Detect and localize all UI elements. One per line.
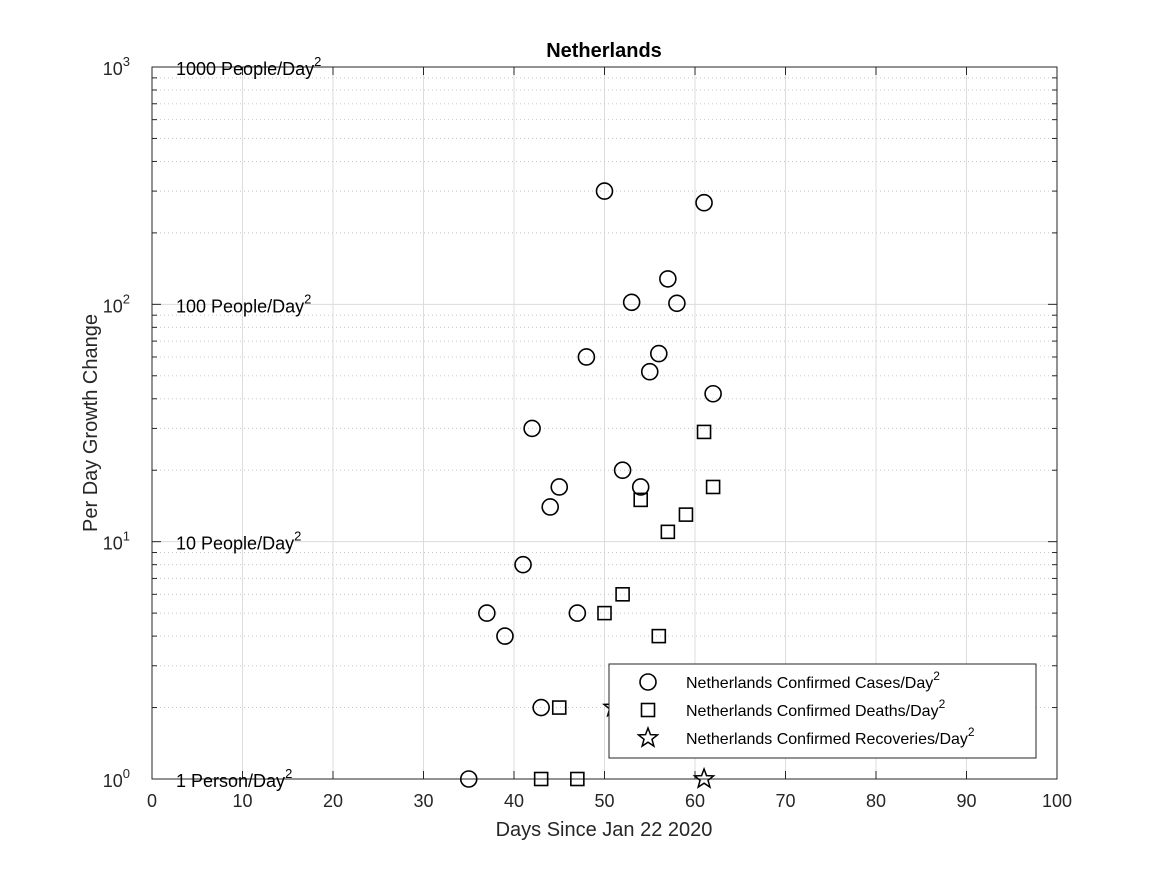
cases-point bbox=[496, 627, 514, 645]
deaths-point bbox=[570, 771, 585, 787]
legend-entry: Netherlands Confirmed Deaths/Day2 bbox=[686, 697, 946, 720]
deaths-point bbox=[615, 587, 630, 602]
deaths-point bbox=[705, 479, 721, 495]
x-tick-label: 30 bbox=[413, 791, 433, 811]
rate-annotation: 100 People/Day2 bbox=[176, 291, 311, 316]
legend-box bbox=[608, 663, 1037, 759]
cases-point bbox=[695, 193, 713, 212]
deaths-point bbox=[551, 700, 567, 715]
cases-point bbox=[613, 461, 632, 480]
x-tick-label: 90 bbox=[956, 791, 976, 811]
x-tick-label: 40 bbox=[504, 791, 524, 811]
legend: Netherlands Confirmed Cases/Day2 Netherla… bbox=[608, 663, 1037, 759]
cases-point bbox=[550, 478, 569, 496]
x-tick-label: 50 bbox=[594, 791, 614, 811]
y-tick-label: 101 bbox=[103, 529, 130, 554]
cases-point bbox=[514, 555, 532, 574]
deaths-point bbox=[533, 771, 549, 787]
cases-point bbox=[631, 478, 650, 496]
deaths-point bbox=[678, 507, 694, 522]
cases-point bbox=[577, 348, 596, 366]
cases-point bbox=[659, 270, 677, 288]
cases-point bbox=[668, 294, 686, 313]
x-tick-label: 70 bbox=[775, 791, 795, 811]
deaths-point bbox=[696, 424, 712, 440]
x-tick-label: 10 bbox=[232, 791, 252, 811]
cases-point bbox=[640, 362, 659, 381]
recoveries-point bbox=[692, 766, 716, 789]
x-tick-label: 60 bbox=[685, 791, 705, 811]
y-tick-label: 103 bbox=[103, 54, 130, 79]
axes: 0 10 20 30 40 50 60 70 80 90 100 100 101 102 103 bbox=[103, 54, 1072, 811]
cases-point bbox=[649, 344, 668, 363]
legend-marker-circle bbox=[639, 673, 657, 691]
cases-point bbox=[704, 384, 722, 403]
rate-annotation: 10 People/Day2 bbox=[176, 529, 301, 554]
y-tick-label: 100 bbox=[103, 766, 130, 791]
cases-point bbox=[595, 182, 614, 200]
annotations: 1000 People/Day2 100 People/Day2 10 People… bbox=[176, 54, 321, 791]
cases-point bbox=[622, 293, 641, 312]
rate-annotation: 1 Person/Day2 bbox=[176, 766, 292, 791]
cases-point bbox=[532, 698, 550, 717]
rate-annotation: 1000 People/Day2 bbox=[176, 54, 321, 79]
chart-title: Netherlands bbox=[546, 40, 662, 62]
legend-marker-star bbox=[636, 725, 660, 748]
legend-entry: Netherlands Confirmed Cases/Day2 bbox=[686, 669, 940, 692]
cases-point bbox=[523, 419, 541, 438]
y-tick-label: 102 bbox=[103, 291, 130, 316]
y-axis-label: Per Day Growth Change bbox=[80, 314, 102, 532]
cases-point bbox=[459, 770, 478, 788]
deaths-point bbox=[597, 605, 612, 621]
legend-entry: Netherlands Confirmed Recoveries/Day2 bbox=[686, 725, 975, 748]
x-tick-label: 0 bbox=[147, 791, 157, 811]
deaths-point bbox=[660, 524, 676, 540]
deaths-point bbox=[633, 492, 649, 508]
x-axis-label: Days Since Jan 22 2020 bbox=[496, 819, 713, 841]
x-tick-label: 80 bbox=[866, 791, 886, 811]
deaths-point bbox=[651, 628, 667, 644]
x-tick-label: 20 bbox=[323, 791, 343, 811]
cases-point bbox=[478, 604, 496, 622]
cases-point bbox=[541, 498, 560, 516]
x-tick-label: 100 bbox=[1042, 791, 1072, 811]
cases-point bbox=[568, 604, 587, 622]
legend-marker-square bbox=[640, 702, 656, 718]
